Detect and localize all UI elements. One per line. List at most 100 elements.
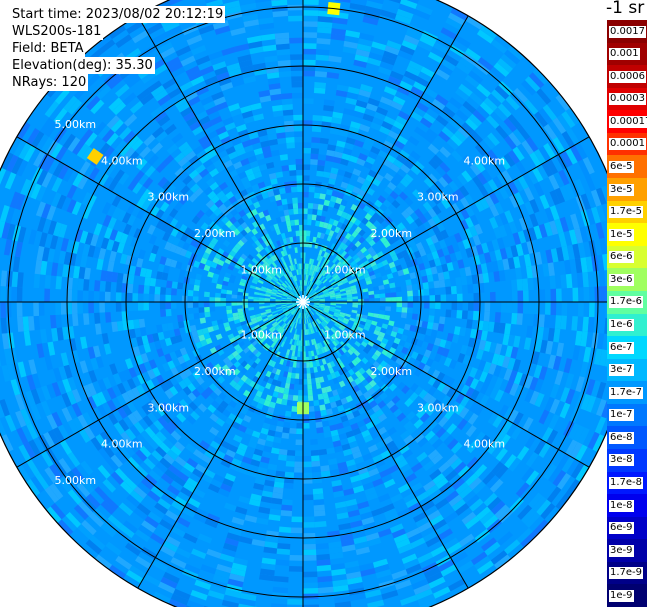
- radar-cell: [167, 234, 176, 244]
- radar-cell: [270, 304, 276, 308]
- radar-cell: [311, 307, 317, 312]
- radar-cell: [20, 408, 32, 426]
- radar-cell: [536, 88, 552, 105]
- radar-cell: [369, 260, 377, 268]
- radar-cell: [390, 100, 403, 111]
- radar-cell: [310, 372, 316, 379]
- radar-cell: [318, 295, 325, 298]
- colorbar-segment: 1.7e-6: [607, 290, 647, 314]
- radar-cell: [299, 280, 302, 286]
- radar-cell: [101, 128, 115, 143]
- radar-cell: [459, 267, 467, 278]
- radar-cell: [292, 298, 298, 301]
- radar-cell: [401, 553, 418, 565]
- radar-cell: [345, 97, 358, 106]
- radar-cell: [260, 265, 267, 271]
- radar-cell: [294, 131, 303, 138]
- radar-cell: [564, 373, 575, 389]
- radar-cell: [317, 581, 333, 588]
- radar-cell: [225, 368, 233, 376]
- radar-cell: [285, 460, 295, 467]
- radar-cell: [390, 493, 403, 504]
- radar-cell: [332, 340, 338, 347]
- radar-cell: [405, 206, 415, 216]
- radar-cell: [81, 146, 94, 162]
- radar-cell: [282, 359, 288, 366]
- radar-cell: [413, 126, 426, 138]
- radar-cell: [335, 351, 342, 358]
- radar-cell: [209, 203, 219, 213]
- radar-cell: [205, 199, 215, 209]
- hotspot-cell: [86, 148, 104, 165]
- radar-cell: [341, 347, 348, 354]
- radar-cell: [505, 246, 514, 259]
- radar-cell: [55, 146, 68, 162]
- radar-cell: [220, 459, 232, 469]
- radar-cell: [433, 257, 442, 267]
- radar-cell: [260, 456, 270, 464]
- radar-cell: [104, 291, 111, 302]
- radar-cell: [270, 296, 276, 300]
- radar-cell: [561, 245, 570, 261]
- radar-cell: [341, 211, 348, 219]
- radar-cell: [269, 88, 282, 96]
- radar-cell: [105, 270, 113, 282]
- radar-cell: [183, 462, 196, 473]
- radar-cell: [580, 393, 592, 411]
- radar-cell: [565, 273, 573, 289]
- radar-cell: [106, 457, 119, 472]
- radar-cell: [275, 273, 281, 279]
- radar-cell: [305, 340, 308, 346]
- radar-cell: [450, 191, 461, 204]
- radar-cell: [334, 501, 347, 509]
- radar-cell: [162, 232, 171, 242]
- radar-cell: [80, 255, 88, 268]
- radar-cell: [289, 271, 294, 277]
- radar-cell: [228, 573, 245, 583]
- radar-cell: [382, 199, 392, 208]
- radar-cell: [315, 360, 321, 367]
- radar-cell: [451, 302, 458, 311]
- radar-cell: [233, 142, 244, 152]
- radar-cell: [319, 304, 325, 307]
- radar-cell: [271, 336, 278, 343]
- radar-cell: [327, 287, 334, 291]
- radar-cell: [410, 537, 426, 549]
- radar-cell: [390, 297, 397, 302]
- radar-cell: [247, 173, 256, 182]
- radar-cell: [323, 319, 329, 325]
- radar-cell: [341, 331, 348, 337]
- radar-cell: [492, 414, 504, 428]
- radar-cell: [322, 257, 328, 264]
- radar-cell: [441, 384, 451, 395]
- radar-cell: [243, 347, 250, 354]
- radar-cell: [297, 395, 303, 402]
- radar-cell: [311, 339, 315, 346]
- radar-cell: [431, 154, 444, 166]
- radar-cell: [93, 223, 103, 236]
- radar-cell: [260, 563, 276, 571]
- radar-cell: [81, 192, 93, 206]
- colorbar-segment: 6e-9: [607, 516, 647, 540]
- radar-cell: [269, 318, 276, 323]
- radar-cell: [585, 208, 596, 226]
- radar-cell: [109, 250, 117, 262]
- radar-cell: [480, 263, 488, 274]
- radar-cell: [227, 333, 235, 340]
- radar-cell: [409, 272, 417, 280]
- radar-cell: [323, 104, 335, 112]
- radar-cell: [260, 311, 267, 316]
- radar-cell: [286, 225, 292, 232]
- radar-cell: [287, 0, 303, 6]
- radar-cell: [306, 305, 312, 310]
- radar-cell: [326, 223, 333, 231]
- radar-cell: [220, 297, 227, 302]
- radar-cell: [223, 454, 234, 463]
- radar-cell: [516, 313, 523, 326]
- radar-cell: [269, 224, 276, 232]
- radar-cell: [127, 283, 134, 294]
- radar-cell: [37, 216, 47, 233]
- radar-cell: [199, 317, 207, 324]
- radar-cell: [330, 429, 339, 437]
- radar-cell: [287, 285, 292, 291]
